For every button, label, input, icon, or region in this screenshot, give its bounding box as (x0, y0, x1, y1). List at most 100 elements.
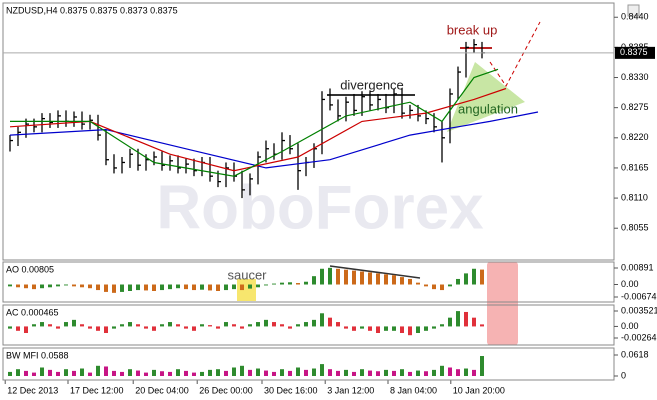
histogram-bar (416, 282, 420, 285)
histogram-bar (192, 284, 196, 291)
histogram-bar (216, 284, 220, 291)
histogram-bar (456, 278, 460, 285)
histogram-bar (136, 324, 140, 327)
histogram-bar (336, 322, 340, 327)
histogram-bar (448, 317, 452, 327)
annotation: saucer (227, 267, 267, 282)
histogram-bar (248, 284, 252, 289)
histogram-bar (464, 368, 468, 376)
histogram-bar (80, 324, 84, 327)
histogram-bar (328, 317, 332, 327)
histogram-bar (48, 324, 52, 327)
histogram-bar (400, 326, 404, 334)
histogram-bar (48, 369, 52, 376)
histogram-bar (336, 370, 340, 376)
histogram-bar (328, 369, 332, 376)
histogram-bar (272, 371, 276, 376)
y-tick-label: 0.8385 (621, 42, 649, 52)
histogram-bar (208, 284, 212, 291)
histogram-bar (32, 324, 36, 327)
histogram-bar (392, 370, 396, 376)
histogram-bar (88, 284, 92, 289)
histogram-bar (344, 269, 348, 285)
histogram-bar (136, 284, 140, 291)
alligator-line (9, 111, 539, 169)
histogram-bar (104, 284, 108, 292)
histogram-bar (8, 371, 12, 376)
histogram-bar (152, 369, 156, 376)
histogram-bar (104, 366, 108, 376)
histogram-bar (32, 284, 36, 290)
histogram-bar (376, 371, 380, 376)
histogram-bar (24, 370, 28, 376)
y-tick-label: 0 (621, 370, 626, 380)
histogram-bar (240, 365, 244, 376)
window-button[interactable] (627, 4, 640, 17)
y-tick-label: 0.00891 (621, 262, 654, 272)
histogram-bar (360, 326, 364, 329)
histogram-bar (160, 371, 164, 376)
histogram-bar (8, 284, 12, 287)
histogram-bar (408, 326, 412, 336)
histogram-bar (344, 326, 348, 329)
histogram-bar (72, 319, 76, 327)
histogram-bar (152, 284, 156, 291)
histogram-bar (32, 372, 36, 376)
histogram-bar (368, 272, 372, 285)
price-label: 0.8375 (620, 47, 648, 57)
annotation: angulation (458, 101, 518, 116)
histogram-bar (440, 324, 444, 327)
histogram-bar (120, 284, 124, 292)
panel-title: BW MFI 0.0588 (6, 350, 69, 360)
histogram-bar (64, 322, 68, 327)
x-tick-label: 8 Jan 04:00 (390, 385, 437, 395)
histogram-bar (304, 369, 308, 376)
histogram-bar (304, 322, 308, 327)
histogram-bar (232, 324, 236, 327)
histogram-bar (320, 268, 324, 285)
histogram-bar (248, 369, 252, 376)
x-tick-label: 20 Dec 04:00 (135, 385, 189, 395)
histogram-bar (40, 284, 44, 289)
histogram-bar (432, 284, 436, 290)
panel-frame (2, 304, 615, 346)
y-tick-label: -0.00264 (621, 332, 657, 342)
histogram-bar (352, 270, 356, 285)
histogram-bar (128, 369, 132, 376)
histogram-bar (224, 370, 228, 376)
y-tick-label: 0.8275 (621, 102, 649, 112)
histogram-bar (432, 369, 436, 376)
histogram-bar (256, 284, 260, 288)
histogram-bar (456, 369, 460, 376)
histogram-bar (8, 326, 12, 329)
histogram-bar (120, 371, 124, 376)
y-tick-label: 0.8440 (621, 12, 649, 22)
histogram-bar (320, 364, 324, 376)
histogram-bar (464, 311, 468, 327)
histogram-bar (424, 284, 428, 287)
histogram-bar (40, 367, 44, 376)
histogram-bar (144, 326, 148, 329)
y-tick-label: 0.00 (621, 279, 639, 289)
histogram-bar (416, 370, 420, 376)
histogram-bar (464, 273, 468, 285)
histogram-bar (448, 284, 452, 287)
histogram-bar (96, 365, 100, 376)
y-tick-label: 0.8165 (621, 162, 649, 172)
histogram-bar (400, 369, 404, 376)
histogram-bar (472, 317, 476, 327)
histogram-bar (192, 372, 196, 376)
histogram-bar (120, 324, 124, 327)
histogram-bar (280, 324, 284, 327)
histogram-bar (72, 370, 76, 376)
histogram-bar (176, 284, 180, 289)
ao-divergence-line (329, 265, 421, 279)
histogram-bar (240, 284, 244, 291)
histogram-bar (72, 284, 76, 287)
histogram-bar (264, 284, 268, 286)
histogram-bar (272, 322, 276, 327)
histogram-bar (24, 284, 28, 289)
histogram-bar (344, 369, 348, 376)
histogram-bar (280, 282, 284, 285)
